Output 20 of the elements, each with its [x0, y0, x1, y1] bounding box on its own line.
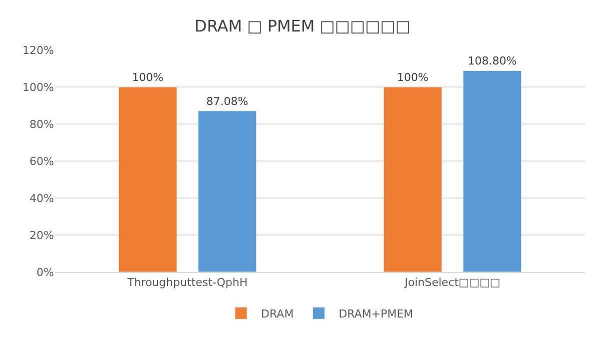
- bar: [383, 86, 442, 272]
- bar: [198, 110, 257, 272]
- y-tick-label: 60%: [30, 154, 54, 168]
- x-tick-label: JoinSelect□□□□: [404, 276, 500, 290]
- data-label: 100%: [132, 71, 164, 84]
- chart-title: DRAM □ PMEM □□□□□□: [194, 16, 410, 36]
- y-tick-label: 40%: [30, 192, 54, 205]
- data-label: 100%: [397, 71, 428, 84]
- bar: [462, 70, 522, 272]
- x-tick-label: Throughputtest-QphH: [126, 276, 248, 290]
- legend-label: DRAM: [261, 307, 294, 320]
- legend-label: DRAM+PMEM: [338, 307, 414, 320]
- bar: [118, 86, 178, 272]
- y-tick-label: 0%: [36, 266, 54, 279]
- data-label: 108.80%: [468, 54, 517, 68]
- y-tick-label: 80%: [30, 118, 54, 131]
- y-tick-label: 20%: [30, 228, 54, 242]
- data-label: 87.08%: [206, 94, 248, 108]
- y-tick-label: 100%: [22, 80, 54, 94]
- y-tick-label: 120%: [22, 44, 54, 57]
